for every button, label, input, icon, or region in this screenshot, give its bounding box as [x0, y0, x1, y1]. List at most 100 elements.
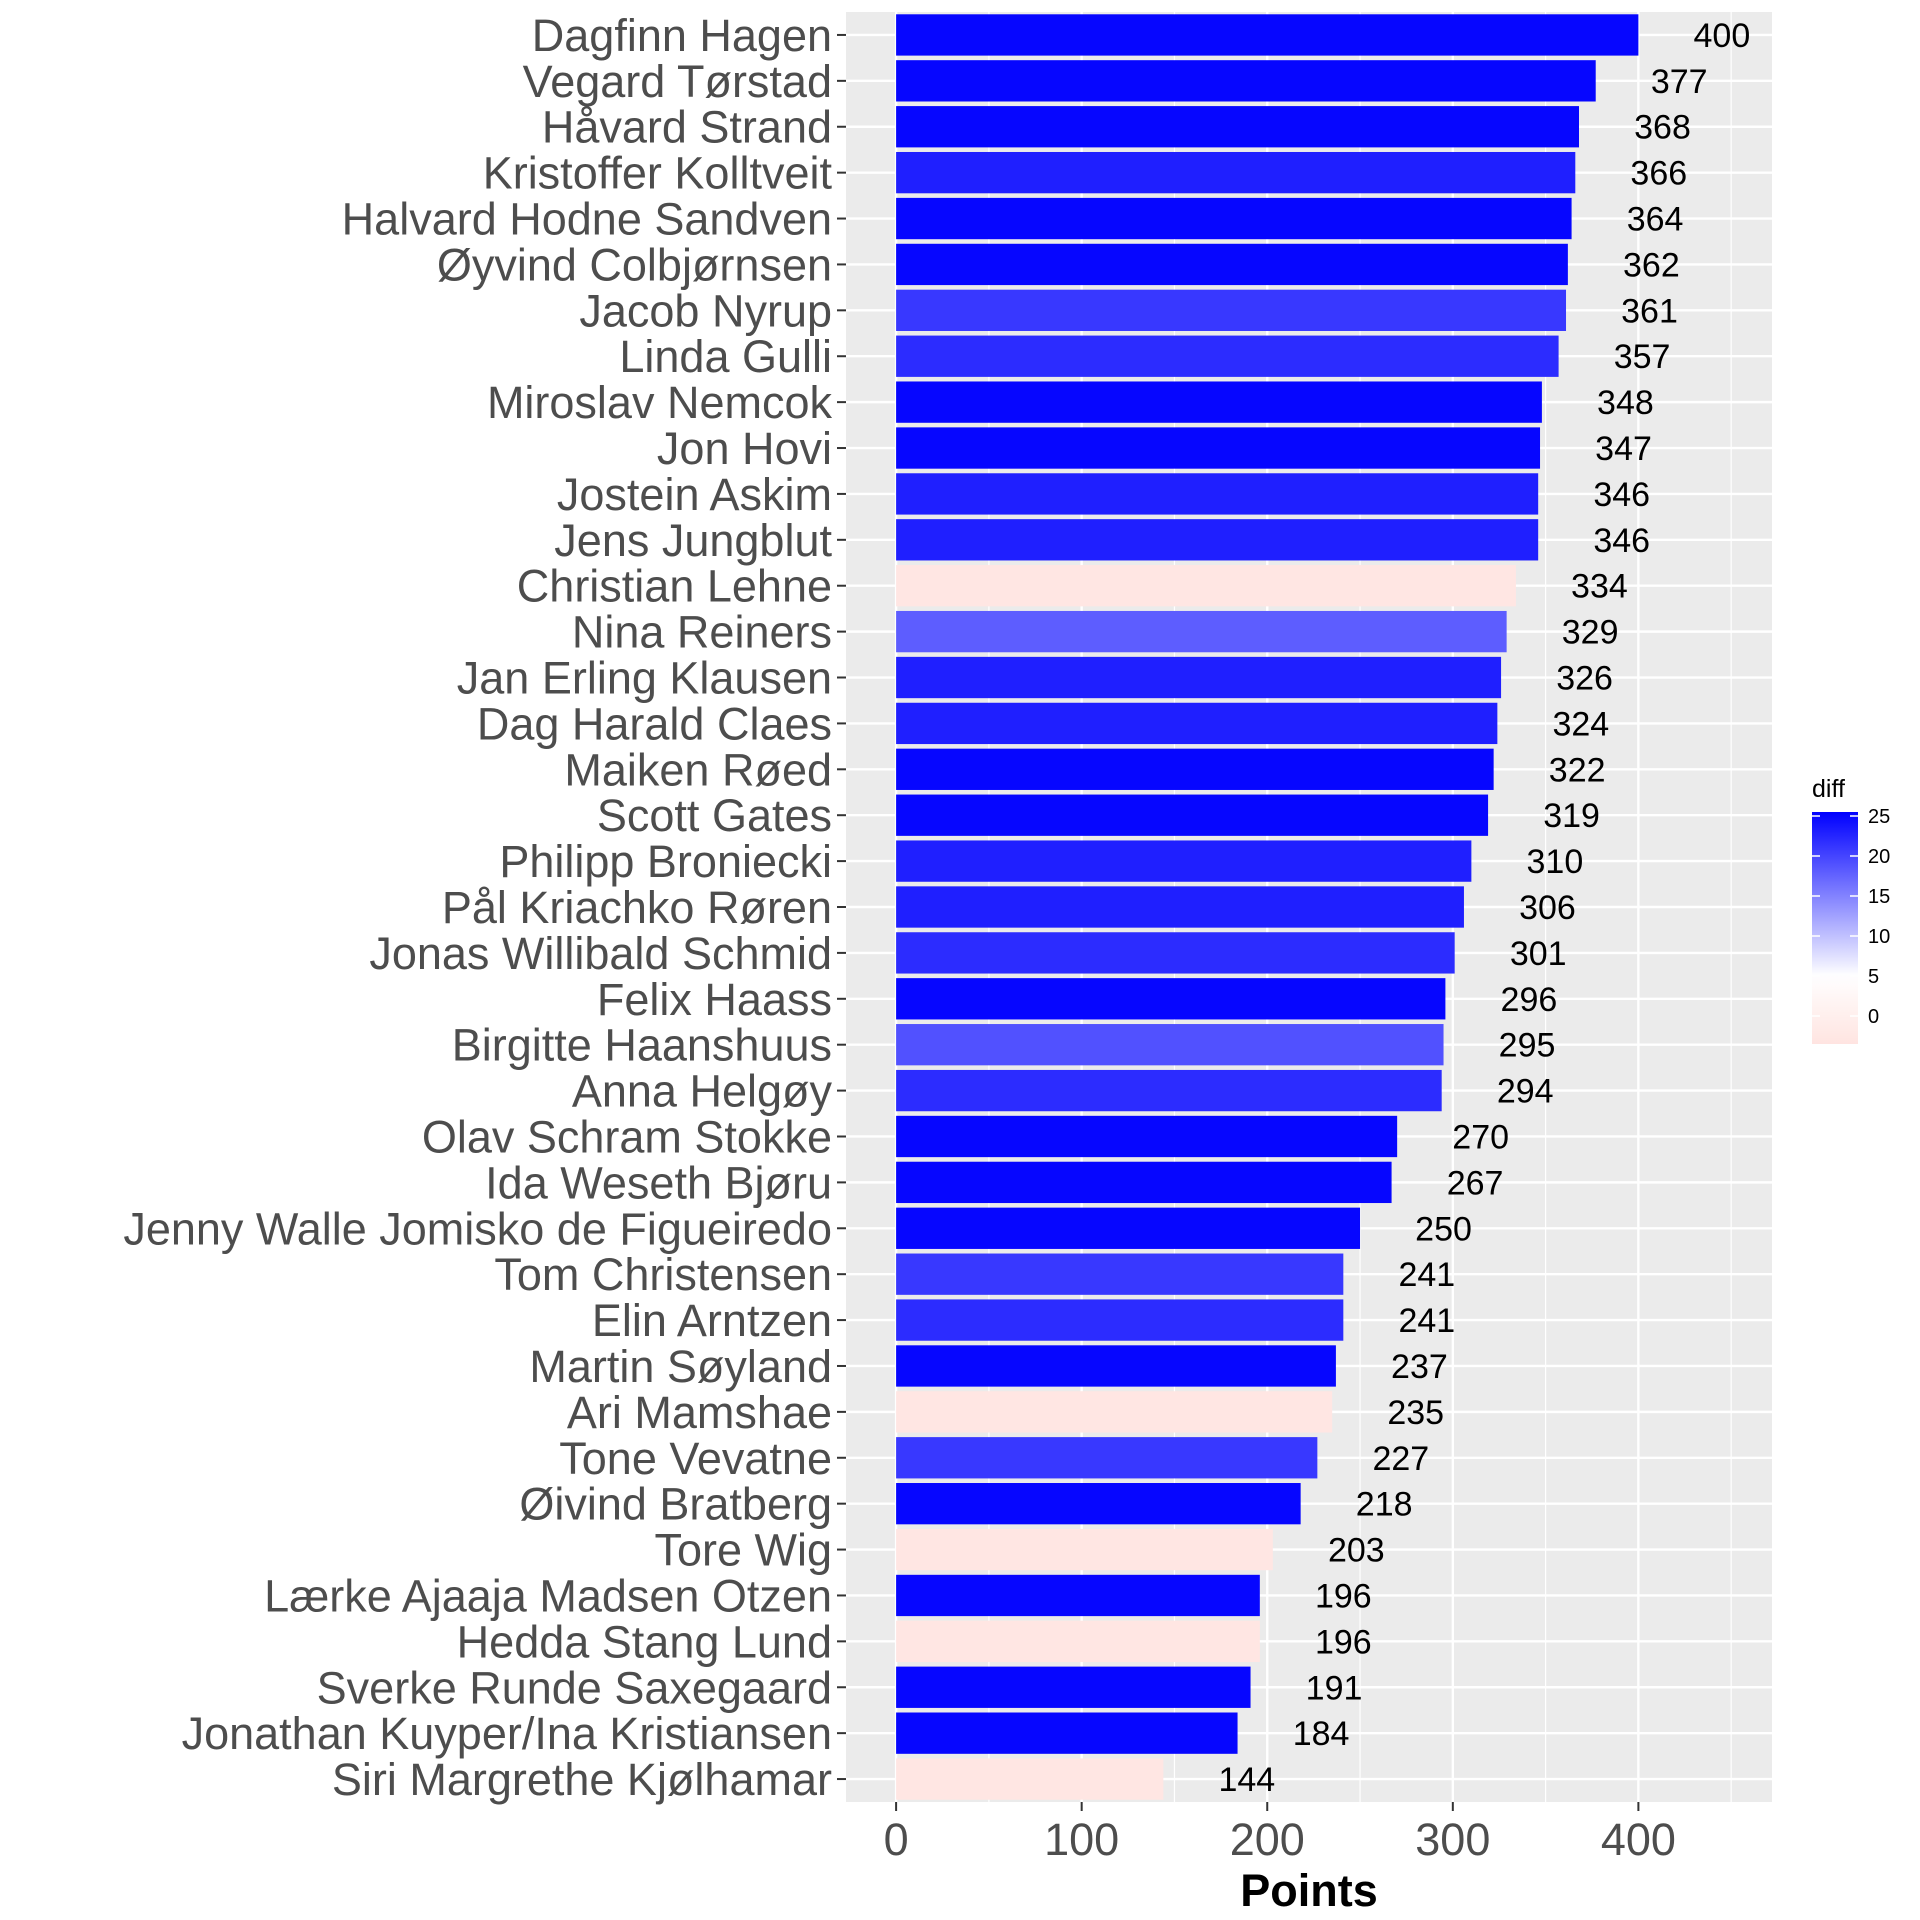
y-axis-label: Øyvind Colbjørnsen [437, 239, 832, 290]
value-label: 322 [1549, 751, 1606, 789]
y-axis-label: Jan Erling Klausen [457, 653, 832, 704]
bar [896, 519, 1539, 561]
y-axis-label: Jenny Walle Jomisko de Figueiredo [123, 1203, 832, 1254]
bar [896, 14, 1639, 56]
bar [896, 1024, 1444, 1066]
bar [896, 1666, 1251, 1708]
value-label: 346 [1593, 476, 1650, 514]
legend-tick-label: 10 [1868, 926, 1890, 948]
bar [896, 1528, 1273, 1571]
bar [896, 381, 1542, 423]
bar [896, 978, 1446, 1020]
y-axis-label: Tore Wig [654, 1525, 832, 1576]
legend-tick-label: 15 [1868, 886, 1890, 908]
bar [896, 610, 1507, 653]
bar [896, 1069, 1442, 1112]
value-label: 324 [1552, 705, 1609, 743]
bar [896, 1483, 1301, 1525]
bar [896, 335, 1559, 377]
value-label: 346 [1593, 522, 1650, 560]
x-tick-label: 100 [1044, 1814, 1119, 1865]
y-axis-label: Jostein Askim [557, 469, 832, 520]
bar [896, 1712, 1238, 1754]
y-axis-label: Tom Christensen [494, 1249, 832, 1300]
value-label: 144 [1218, 1761, 1275, 1799]
bar [896, 886, 1464, 928]
value-label: 218 [1356, 1486, 1413, 1524]
bar [896, 1758, 1164, 1800]
legend-tick-label: 20 [1868, 846, 1890, 868]
y-axis-label: Christian Lehne [517, 561, 832, 612]
value-label: 326 [1556, 660, 1613, 698]
y-axis-label: Kristoffer Kolltveit [483, 148, 833, 199]
legend-tick-label: 0 [1868, 1006, 1879, 1028]
y-axis-label: Håvard Strand [542, 102, 832, 153]
bar [896, 702, 1498, 745]
value-label: 301 [1510, 935, 1567, 973]
bar [896, 1253, 1344, 1295]
bar [896, 60, 1596, 102]
y-axis-label: Halvard Hodne Sandven [342, 194, 832, 245]
y-axis-label: Jonathan Kuyper/Ina Kristiansen [182, 1708, 832, 1759]
value-label: 191 [1306, 1669, 1363, 1707]
value-label: 319 [1543, 797, 1600, 835]
value-label: 294 [1497, 1073, 1554, 1111]
bar [896, 427, 1541, 469]
bar [896, 243, 1568, 286]
value-label: 329 [1562, 614, 1619, 652]
y-axis-label: Elin Arntzen [592, 1295, 832, 1346]
bar [896, 151, 1576, 194]
value-label: 203 [1328, 1532, 1385, 1570]
y-axis-label: Ida Weseth Bjøru [485, 1157, 832, 1208]
bar [896, 1115, 1398, 1158]
x-tick-label: 400 [1601, 1814, 1676, 1865]
y-axis-label: Miroslav Nemcok [487, 377, 833, 428]
y-axis-label: Siri Margrethe Kjølhamar [332, 1754, 832, 1805]
value-label: 400 [1694, 17, 1751, 55]
bar [896, 1161, 1392, 1204]
bar [896, 1299, 1344, 1341]
y-axis-label: Felix Haass [597, 974, 832, 1025]
y-axis-label: Dagfinn Hagen [532, 10, 832, 61]
bar [896, 656, 1502, 699]
value-label: 241 [1398, 1302, 1455, 1340]
value-label: 270 [1452, 1118, 1509, 1156]
y-axis-label: Nina Reiners [572, 607, 832, 658]
y-axis-label: Linda Gulli [619, 331, 832, 382]
bar [896, 1437, 1318, 1479]
value-label: 361 [1621, 292, 1678, 330]
value-label: 348 [1597, 384, 1654, 422]
y-axis-label: Hedda Stang Lund [457, 1616, 832, 1667]
legend-title: diff [1812, 775, 1845, 803]
bar [896, 932, 1455, 974]
bar [896, 840, 1472, 882]
value-label: 235 [1387, 1394, 1444, 1432]
legend: diff 0 5 10 15 20 25 [1812, 775, 1890, 1044]
value-label: 334 [1571, 568, 1628, 606]
y-axis-label: Philipp Broniecki [499, 836, 832, 887]
legend-tick-label: 5 [1868, 966, 1879, 988]
x-tick-label: 200 [1230, 1814, 1305, 1865]
bar [896, 1620, 1260, 1663]
x-axis: 0 100 200 300 400 [884, 1802, 1676, 1865]
y-axis-label: Birgitte Haanshuus [452, 1020, 832, 1071]
bars [896, 14, 1639, 1800]
y-axis-label: Pål Kriachko Røren [442, 882, 832, 933]
legend-tick-label: 25 [1868, 806, 1890, 828]
value-label: 306 [1519, 889, 1576, 927]
y-axis-label: Olav Schram Stokke [422, 1111, 832, 1162]
value-label: 347 [1595, 430, 1652, 468]
bar [896, 1574, 1260, 1617]
value-label: 296 [1501, 981, 1558, 1019]
y-axis-label: Scott Gates [597, 790, 832, 841]
value-label: 364 [1627, 201, 1684, 239]
value-label: 368 [1634, 109, 1691, 147]
bar [896, 748, 1494, 790]
y-axis-label: Ari Mamshae [567, 1387, 832, 1438]
value-label: 241 [1398, 1256, 1455, 1294]
x-axis-title: Points [1240, 1865, 1378, 1916]
y-axis-label: Øivind Bratberg [519, 1479, 832, 1530]
x-tick-label: 300 [1415, 1814, 1490, 1865]
bar [896, 106, 1580, 148]
